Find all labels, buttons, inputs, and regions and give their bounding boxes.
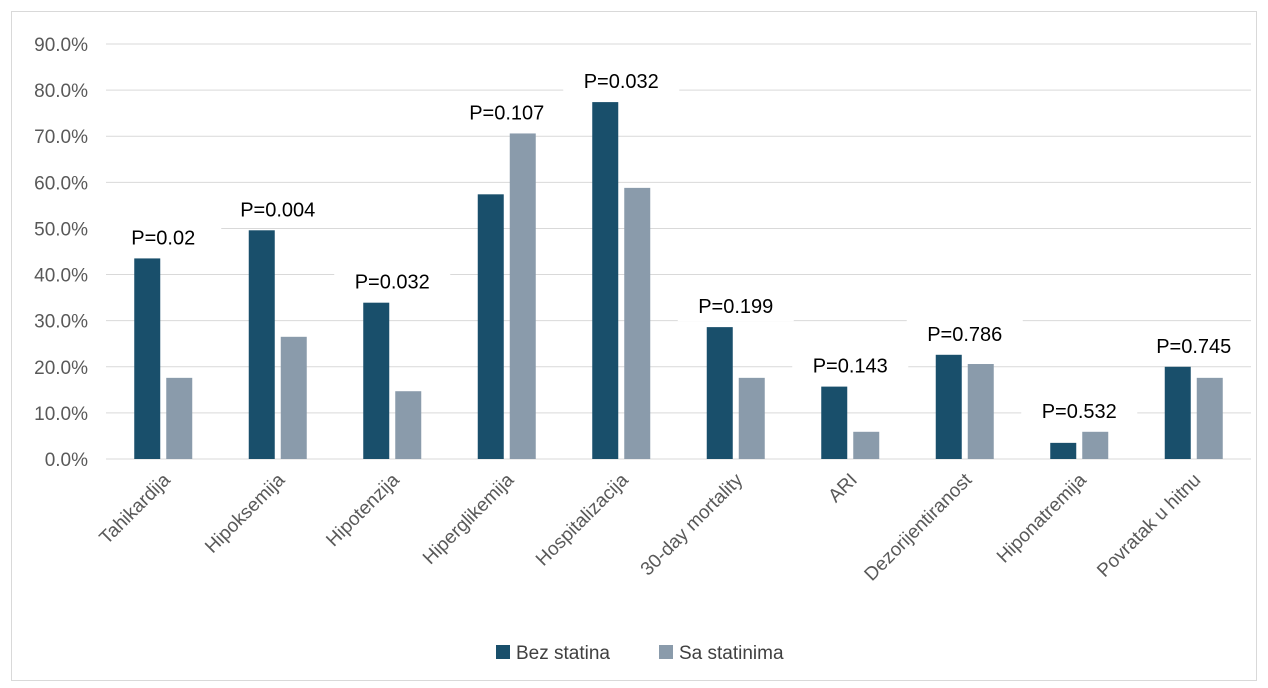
p-value-label-bg xyxy=(563,66,680,97)
bar-bez-statina xyxy=(477,194,504,460)
p-value-label: P=0.786 xyxy=(927,324,1002,346)
p-value-label-bg xyxy=(1135,330,1252,361)
p-value-label-bg xyxy=(792,350,909,381)
p-value-label: P=0.143 xyxy=(813,356,888,378)
bar-bez-statina xyxy=(935,354,962,459)
y-tick-label: 60.0% xyxy=(34,173,88,194)
legend-label: Bez statina xyxy=(516,643,610,664)
bar-bez-statina xyxy=(363,302,390,459)
y-tick-label: 20.0% xyxy=(34,358,88,379)
legend-swatch-bez-statina xyxy=(496,645,510,659)
p-value-label: P=0.199 xyxy=(698,296,773,318)
y-tick-label: 50.0% xyxy=(34,219,88,240)
y-tick-label: 90.0% xyxy=(34,35,88,56)
category-label: 30-day mortality xyxy=(637,469,748,580)
bar-sa-statinima xyxy=(624,187,651,459)
p-value-label-bg xyxy=(219,194,336,225)
bar-sa-statinima xyxy=(853,431,880,459)
bar-sa-statinima xyxy=(280,336,307,459)
category-label: Hospitalizacija xyxy=(532,469,633,570)
p-value-label-bg xyxy=(1021,395,1138,426)
y-tick-label: 30.0% xyxy=(34,312,88,333)
p-value-label-bg xyxy=(906,318,1023,349)
p-value-label-bg xyxy=(677,291,794,322)
bar-bez-statina xyxy=(1050,442,1077,459)
y-tick-label: 40.0% xyxy=(34,266,88,287)
category-label: Hipoksemija xyxy=(201,469,289,557)
category-label: Dezorijentiranost xyxy=(861,469,977,585)
bar-sa-statinima xyxy=(166,377,193,459)
p-value-label: P=0.02 xyxy=(131,227,195,249)
chart-area: 0.0% 10.0% 20.0% 30.0% 40.0% 50.0% 60.0% 70.0% 8… xyxy=(11,11,1257,681)
category-label: ARI xyxy=(825,470,862,507)
bar-sa-statinima xyxy=(738,377,765,459)
p-value-label: P=0.032 xyxy=(584,71,659,93)
bar-bez-statina xyxy=(821,386,848,459)
legend-swatch-sa-statinima xyxy=(659,645,673,659)
y-tick-label: 70.0% xyxy=(34,127,88,148)
category-label: Hiperglikemija xyxy=(419,469,519,569)
category-label: Povratak u hitnu xyxy=(1093,470,1205,582)
p-value-label-bg xyxy=(448,97,565,128)
p-value-label-bg xyxy=(105,222,222,253)
p-value-label: P=0.532 xyxy=(1042,401,1117,423)
y-tick-label: 10.0% xyxy=(34,404,88,425)
bar-sa-statinima xyxy=(1196,377,1223,459)
bar-sa-statinima xyxy=(509,133,536,459)
legend: Bez statina Sa statinima xyxy=(496,643,784,664)
y-axis-ticks: 0.0% 10.0% 20.0% 30.0% 40.0% 50.0% 60.0% 70.0% 8… xyxy=(34,35,88,471)
bar-bez-statina xyxy=(248,230,275,459)
bar-chart: 0.0% 10.0% 20.0% 30.0% 40.0% 50.0% 60.0% 70.0% 8… xyxy=(34,35,1252,664)
bar-bez-statina xyxy=(134,258,161,459)
bar-bez-statina xyxy=(1164,366,1191,459)
x-axis-categories: Tahikardija Hipoksemija Hipotenzija Hipergl… xyxy=(96,469,1206,585)
p-value-annotations: P=0.02 P=0.004 P=0.032 P=0.107 P=0.032 P=0.19… xyxy=(105,66,1252,426)
bar-sa-statinima xyxy=(395,391,422,459)
bar-sa-statinima xyxy=(967,364,994,459)
p-value-label: P=0.745 xyxy=(1156,336,1231,358)
category-label: Hipotenzija xyxy=(322,469,404,551)
p-value-label-bg xyxy=(334,266,451,297)
bars xyxy=(134,102,1223,460)
bar-sa-statinima xyxy=(1082,431,1109,459)
y-tick-label: 80.0% xyxy=(34,81,88,102)
category-label: Tahikardija xyxy=(96,469,175,548)
bar-bez-statina xyxy=(592,102,619,459)
bar-bez-statina xyxy=(706,327,733,459)
y-tick-label: 0.0% xyxy=(45,450,88,471)
category-label: Hiponatremija xyxy=(993,469,1091,567)
p-value-label: P=0.032 xyxy=(355,272,430,294)
legend-label: Sa statinima xyxy=(679,643,784,664)
p-value-label: P=0.004 xyxy=(240,199,315,221)
p-value-label: P=0.107 xyxy=(469,102,544,124)
